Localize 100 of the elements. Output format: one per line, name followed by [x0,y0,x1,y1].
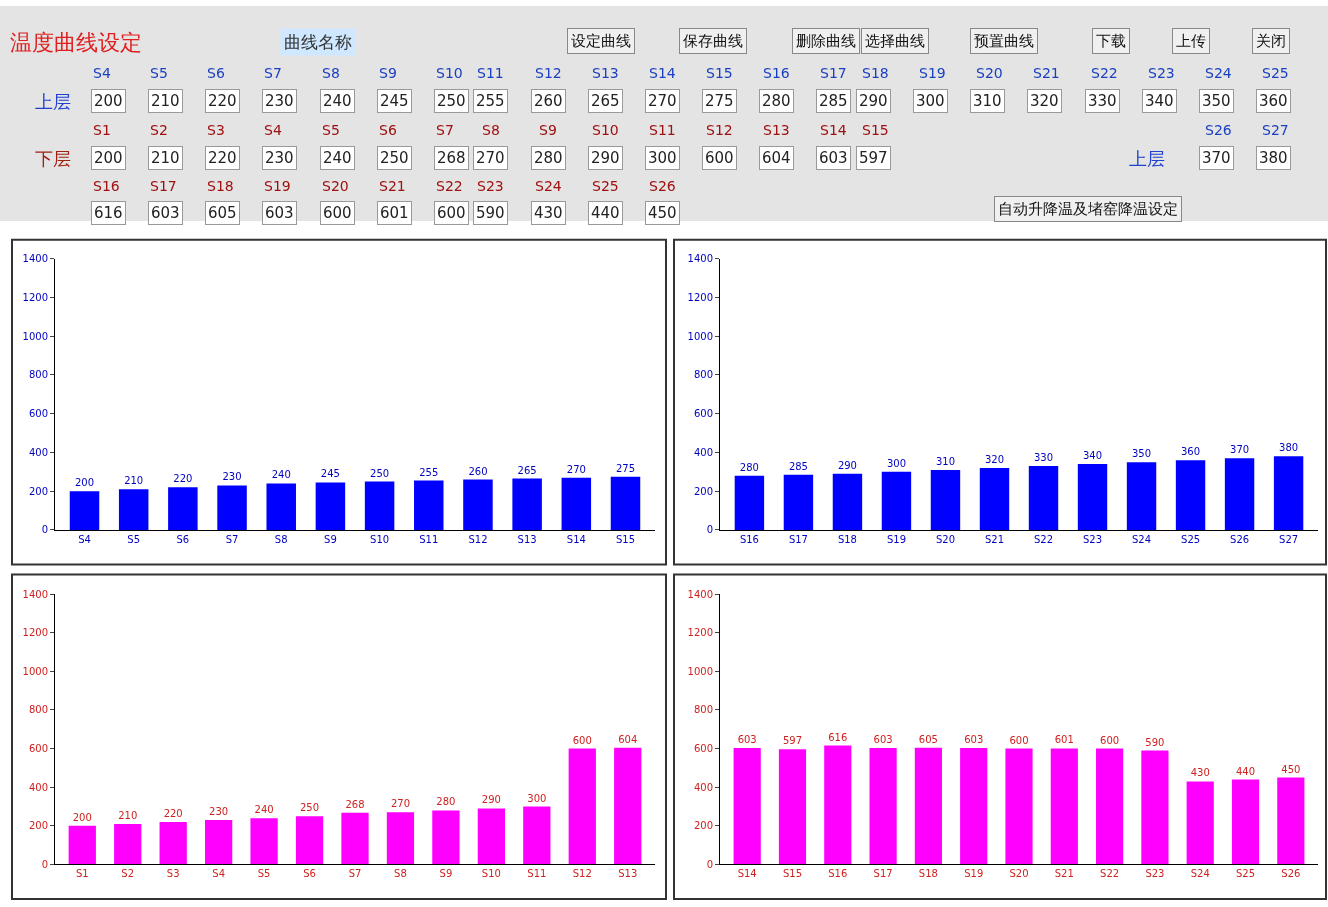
text: S23 [477,178,504,194]
x-tick-label: S6 [303,868,316,880]
y-tick-label: 800 [693,704,713,716]
y-tick-label: 800 [693,369,713,381]
data-label: 590 [1145,736,1165,748]
data-label: 300 [527,792,547,804]
text: S11 [649,122,676,138]
x-tick-label: S26 [1281,868,1301,880]
text: 关闭 [1256,32,1286,50]
y-tick-label: 1400 [22,253,48,265]
text: 210 [151,149,180,167]
bar [914,747,942,865]
y-tick-label: 1200 [687,291,713,303]
text: 616 [94,204,123,222]
text: S13 [763,122,790,138]
text: S5 [322,122,340,138]
text: 340 [1145,92,1174,110]
x-tick-label: S21 [1054,868,1074,880]
data-label: 300 [886,457,906,469]
x-tick-label: S16 [828,868,848,880]
data-label: 603 [964,734,984,746]
x-tick-label: S25 [1181,533,1201,545]
data-label: 268 [345,798,365,810]
x-tick-label: S22 [1100,868,1120,880]
text: 230 [265,92,294,110]
text: 250 [437,92,466,110]
x-tick-label: S27 [1279,533,1299,545]
x-tick-label: S10 [370,533,390,545]
text: S22 [1091,65,1118,81]
data-label: 245 [320,468,340,480]
y-tick-label: 1400 [687,253,713,265]
bar [824,745,852,865]
text: 选择曲线 [865,32,925,50]
y-tick-label: 200 [693,820,713,832]
text: S18 [207,178,234,194]
x-tick-label: S14 [566,533,586,545]
data-label: 270 [566,463,586,475]
y-tick-label: 400 [28,446,48,458]
bar [778,749,807,865]
y-tick-label: 0 [41,858,48,870]
data-label: 285 [788,460,808,472]
text: S15 [862,122,889,138]
x-tick-label: S2 [121,868,135,880]
text: 280 [534,149,563,167]
text: S7 [264,65,282,81]
bar [1050,748,1078,865]
data-label: 200 [74,477,95,489]
bar [386,812,415,865]
data-label: 210 [124,475,144,487]
data-label: 210 [118,809,138,821]
text: S11 [477,65,504,81]
text: 240 [323,92,352,110]
x-tick-label: S20 [1009,868,1029,880]
text: S20 [322,178,349,194]
bar [295,816,324,865]
text: S24 [1205,65,1232,81]
y-tick-label: 800 [28,369,48,381]
text: 450 [648,204,677,222]
text: 603 [265,204,294,222]
y-tick-label: 0 [706,858,713,870]
text: S7 [436,122,454,138]
text: S24 [535,178,562,194]
y-tick-label: 400 [693,781,713,793]
x-tick-label: S19 [886,533,906,545]
text: 601 [380,204,409,222]
text: S6 [379,122,397,138]
data-label: 605 [918,733,938,745]
text: S27 [1262,122,1289,138]
x-tick-label: S24 [1132,533,1152,545]
text: 210 [151,92,180,110]
text: S6 [207,65,225,81]
y-tick-label: 0 [41,524,48,536]
bar [68,825,96,865]
x-tick-label: S1 [75,868,89,880]
text: S16 [763,65,790,81]
text: S17 [820,65,847,81]
text: 240 [323,149,352,167]
text: 270 [648,92,677,110]
text: 200 [94,92,123,110]
data-label: 260 [468,465,488,477]
text: 230 [265,149,294,167]
text: S1 [93,122,111,138]
x-tick-label: S17 [873,868,893,880]
text: 605 [208,204,237,222]
data-label: 255 [419,466,439,478]
x-tick-label: S12 [468,533,488,545]
data-label: 230 [209,806,229,818]
y-tick-label: 200 [28,485,48,497]
text: S4 [93,65,111,81]
text: S13 [592,65,619,81]
x-tick-label: S17 [788,533,808,545]
text: 275 [705,92,734,110]
x-tick-label: S4 [78,533,91,545]
data-label: 250 [370,467,390,479]
y-tick-label: 400 [28,781,48,793]
data-label: 450 [1281,763,1301,775]
y-tick-label: 1200 [22,291,48,303]
text: 220 [208,92,237,110]
text: S26 [1205,122,1232,138]
y-tick-label: 1000 [22,330,48,342]
